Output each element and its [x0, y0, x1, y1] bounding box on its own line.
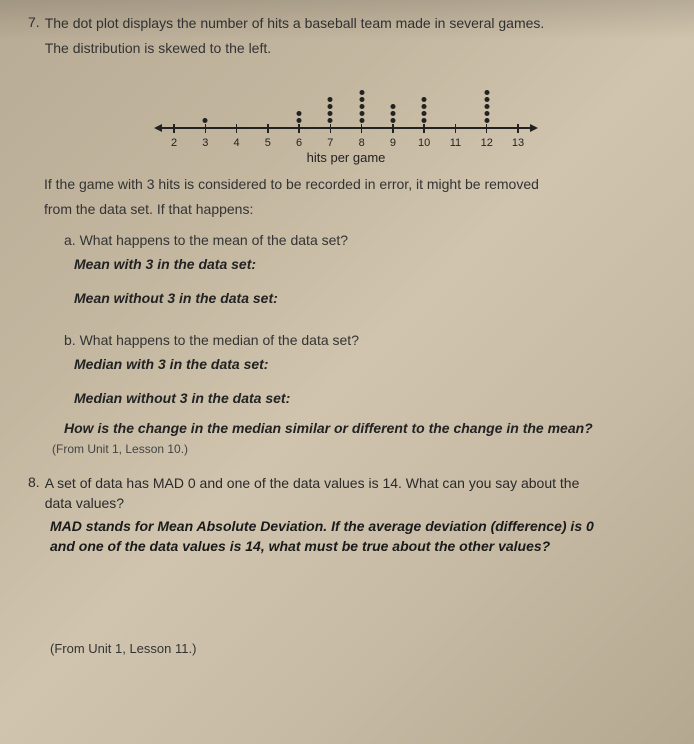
- dot: [328, 118, 333, 123]
- axis-arrow-right: [530, 124, 538, 132]
- dot-plot: hits per game 2345678910111213: [156, 72, 536, 157]
- tick-label: 9: [390, 137, 396, 149]
- tick-label: 2: [171, 137, 177, 149]
- q8-text-1: A set of data has MAD 0 and one of the d…: [45, 474, 580, 494]
- dot: [297, 118, 302, 123]
- tick: [361, 124, 363, 133]
- q8-number: 8.: [28, 474, 40, 513]
- tick-label: 11: [450, 137, 461, 149]
- dot: [297, 111, 302, 116]
- tick-label: 4: [233, 137, 239, 149]
- dot: [390, 118, 395, 123]
- q8-bold-1: MAD stands for Mean Absolute Deviation. …: [50, 517, 664, 537]
- dot: [359, 90, 364, 95]
- q7a-line2: Mean without 3 in the data set:: [74, 290, 664, 306]
- dot: [484, 104, 489, 109]
- tick: [392, 124, 394, 133]
- dot: [484, 90, 489, 95]
- dot: [422, 111, 427, 116]
- dot: [422, 118, 427, 123]
- q8-bold-2: and one of the data values is 14, what m…: [50, 537, 664, 557]
- tick: [330, 124, 332, 133]
- q7b-question: b. What happens to the median of the dat…: [64, 332, 664, 348]
- tick-label: 13: [512, 137, 524, 149]
- tick: [455, 124, 457, 133]
- tick: [173, 124, 175, 133]
- dot-plot-axis: [156, 127, 536, 129]
- q7b-line3: How is the change in the median similar …: [64, 420, 664, 436]
- axis-arrow-left: [154, 124, 162, 132]
- tick-label: 12: [481, 137, 493, 149]
- tick-label: 6: [296, 137, 302, 149]
- tick-label: 3: [202, 137, 208, 149]
- q8-from: (From Unit 1, Lesson 11.): [50, 641, 664, 656]
- dot: [484, 118, 489, 123]
- tick: [236, 124, 238, 133]
- axis-title: hits per game: [307, 150, 386, 165]
- q7b-line2: Median without 3 in the data set:: [74, 390, 664, 406]
- tick: [267, 124, 269, 133]
- q7a-line1: Mean with 3 in the data set:: [74, 256, 664, 272]
- q7a-question: a. What happens to the mean of the data …: [64, 232, 664, 248]
- q7-from: (From Unit 1, Lesson 10.): [52, 442, 664, 456]
- dot: [328, 97, 333, 102]
- q7b-line1: Median with 3 in the data set:: [74, 356, 664, 372]
- tick: [423, 124, 425, 133]
- q8-text-2: data values?: [45, 494, 580, 514]
- q7-text-1: The dot plot displays the number of hits…: [45, 14, 545, 33]
- tick-label: 8: [359, 137, 365, 149]
- q7-text-2: The distribution is skewed to the left.: [45, 39, 545, 58]
- tick: [486, 124, 488, 133]
- q7-body-2: from the data set. If that happens:: [44, 200, 664, 220]
- q8-header: 8. A set of data has MAD 0 and one of th…: [28, 474, 664, 513]
- dot: [422, 104, 427, 109]
- tick: [205, 124, 207, 133]
- dot: [203, 118, 208, 123]
- dot: [328, 104, 333, 109]
- dot: [328, 111, 333, 116]
- q7-number: 7.: [28, 14, 40, 64]
- dot: [422, 97, 427, 102]
- tick-label: 7: [327, 137, 333, 149]
- dot: [359, 118, 364, 123]
- dot: [359, 111, 364, 116]
- dot: [484, 111, 489, 116]
- tick-label: 5: [265, 137, 271, 149]
- dot: [390, 104, 395, 109]
- dot: [484, 97, 489, 102]
- dot: [359, 104, 364, 109]
- tick: [298, 124, 300, 133]
- tick-label: 10: [418, 137, 430, 149]
- q7-header: 7. The dot plot displays the number of h…: [28, 14, 664, 64]
- q7-body-1: If the game with 3 hits is considered to…: [44, 175, 664, 195]
- dot: [390, 111, 395, 116]
- dot: [359, 97, 364, 102]
- tick: [517, 124, 519, 133]
